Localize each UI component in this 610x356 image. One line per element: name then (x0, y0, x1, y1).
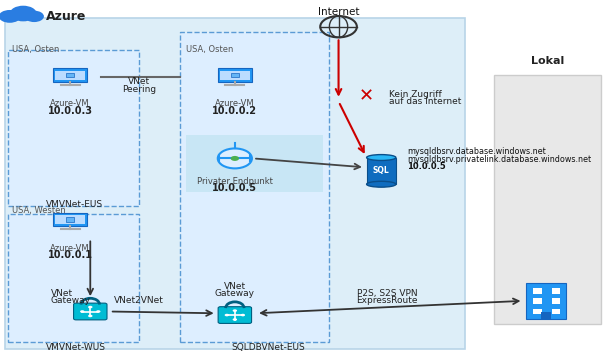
Text: 10.0.0.3: 10.0.0.3 (48, 106, 93, 116)
Bar (533, 309, 542, 314)
Bar (231, 73, 239, 77)
Text: VMVNet-EUS: VMVNet-EUS (46, 200, 103, 209)
Circle shape (218, 148, 252, 168)
Text: Azure-VM: Azure-VM (51, 99, 90, 109)
Text: SQLDBVNet-EUS: SQLDBVNet-EUS (232, 342, 306, 352)
Text: Azure: Azure (46, 10, 86, 22)
Bar (53, 213, 87, 226)
Text: Azure-VM: Azure-VM (215, 99, 254, 109)
Text: mysqldbsrv.database.windows.net: mysqldbsrv.database.windows.net (407, 147, 546, 156)
Circle shape (232, 309, 237, 312)
Bar (551, 298, 560, 304)
Bar (218, 68, 252, 82)
Bar (533, 288, 542, 294)
Bar (367, 157, 396, 184)
Text: VNet: VNet (224, 282, 246, 291)
Ellipse shape (367, 181, 396, 187)
Bar (220, 71, 249, 80)
FancyBboxPatch shape (74, 303, 107, 320)
Circle shape (88, 306, 93, 308)
Bar (180, 32, 329, 342)
Circle shape (10, 6, 37, 21)
Bar (533, 298, 542, 304)
Circle shape (224, 314, 229, 316)
Ellipse shape (367, 155, 396, 161)
Text: auf das Internet: auf das Internet (389, 97, 462, 106)
Text: VNet: VNet (128, 77, 150, 87)
Bar (541, 312, 551, 319)
Text: Azure-VM: Azure-VM (51, 244, 90, 253)
Circle shape (24, 11, 44, 22)
Circle shape (96, 310, 101, 313)
Text: 10.0.0.1: 10.0.0.1 (48, 250, 93, 260)
FancyBboxPatch shape (218, 307, 251, 323)
Bar (56, 71, 85, 80)
Text: mysqldbsrv.privatelink.database.windows.net: mysqldbsrv.privatelink.database.windows.… (407, 155, 592, 164)
Text: 10.0.0.2: 10.0.0.2 (212, 106, 257, 116)
Circle shape (88, 315, 93, 317)
Text: USA, Osten: USA, Osten (12, 45, 60, 54)
Circle shape (240, 314, 245, 316)
Text: USA, Osten: USA, Osten (186, 45, 234, 54)
Text: Gateway: Gateway (51, 296, 91, 305)
Bar (526, 283, 566, 319)
Text: 10.0.0.5: 10.0.0.5 (407, 162, 447, 172)
Bar (8, 50, 139, 206)
Text: VNet2VNet: VNet2VNet (114, 296, 164, 305)
Circle shape (0, 10, 21, 23)
Bar (56, 215, 85, 224)
Bar (5, 18, 465, 349)
Text: Privater Endpunkt: Privater Endpunkt (197, 177, 273, 186)
Text: ExpressRoute: ExpressRoute (357, 296, 418, 305)
Bar (551, 309, 560, 314)
Bar (66, 217, 74, 221)
Bar (186, 135, 323, 192)
Text: VMVNet-WUS: VMVNet-WUS (46, 342, 106, 352)
Bar (66, 73, 74, 77)
Text: Internet: Internet (318, 7, 359, 17)
Text: Peering: Peering (122, 85, 156, 94)
Bar (551, 288, 560, 294)
Circle shape (80, 310, 85, 313)
Circle shape (232, 318, 237, 321)
Text: P2S, S2S VPN: P2S, S2S VPN (357, 289, 418, 298)
Text: 10.0.0.5: 10.0.0.5 (212, 183, 257, 193)
Text: SQL: SQL (373, 166, 390, 176)
Bar (53, 68, 87, 82)
Text: Lokal: Lokal (531, 56, 564, 66)
Text: USA, Westen: USA, Westen (12, 206, 66, 215)
Bar (8, 214, 139, 342)
Text: ✕: ✕ (359, 87, 373, 105)
Text: Kein Zugriff: Kein Zugriff (389, 90, 442, 99)
Circle shape (231, 156, 239, 161)
Text: Gateway: Gateway (215, 289, 255, 298)
Text: VNet: VNet (51, 289, 73, 298)
Bar (494, 75, 601, 324)
